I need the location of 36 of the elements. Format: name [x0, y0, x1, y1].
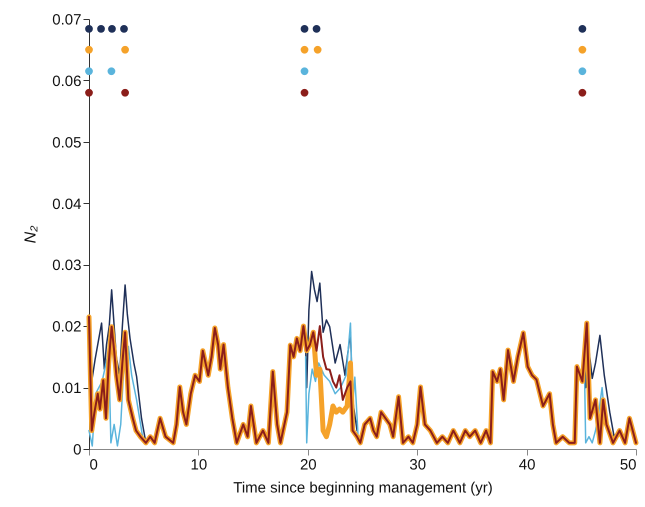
point: [300, 67, 308, 76]
point: [120, 24, 128, 33]
point: [97, 24, 105, 33]
point: [312, 24, 320, 33]
point: [300, 46, 308, 54]
x-tick-label: 10: [190, 456, 208, 474]
point: [578, 24, 586, 33]
y-tick-label: 0.01: [52, 380, 82, 398]
y-tick-label: 0.03: [52, 257, 82, 274]
y-tick-label: 0.06: [52, 72, 82, 90]
x-tick-label: 0: [90, 456, 98, 474]
point: [300, 24, 308, 33]
point: [108, 24, 116, 33]
point: [300, 88, 308, 97]
point: [578, 46, 586, 54]
y-tick-label: 0.02: [52, 318, 82, 336]
x-axis-title: Time since beginning management (yr): [233, 480, 493, 496]
point: [578, 88, 586, 97]
point: [108, 67, 116, 76]
point: [85, 88, 93, 97]
x-tick-label: 40: [518, 456, 536, 474]
point: [85, 24, 93, 33]
y-axis-title: N₂: [22, 226, 40, 244]
point: [85, 46, 93, 54]
x-tick-label: 20: [300, 456, 317, 474]
point: [121, 88, 129, 97]
y-tick-label: 0: [73, 442, 82, 458]
point: [578, 67, 586, 76]
point: [85, 67, 93, 76]
point: [121, 46, 129, 54]
y-tick-label: 0.07: [52, 12, 82, 28]
x-tick-label: 50: [620, 456, 636, 474]
y-tick-label: 0.05: [52, 134, 82, 152]
y-tick-label: 0.04: [52, 196, 82, 213]
x-tick-label: 30: [409, 456, 426, 474]
point: [314, 46, 322, 54]
